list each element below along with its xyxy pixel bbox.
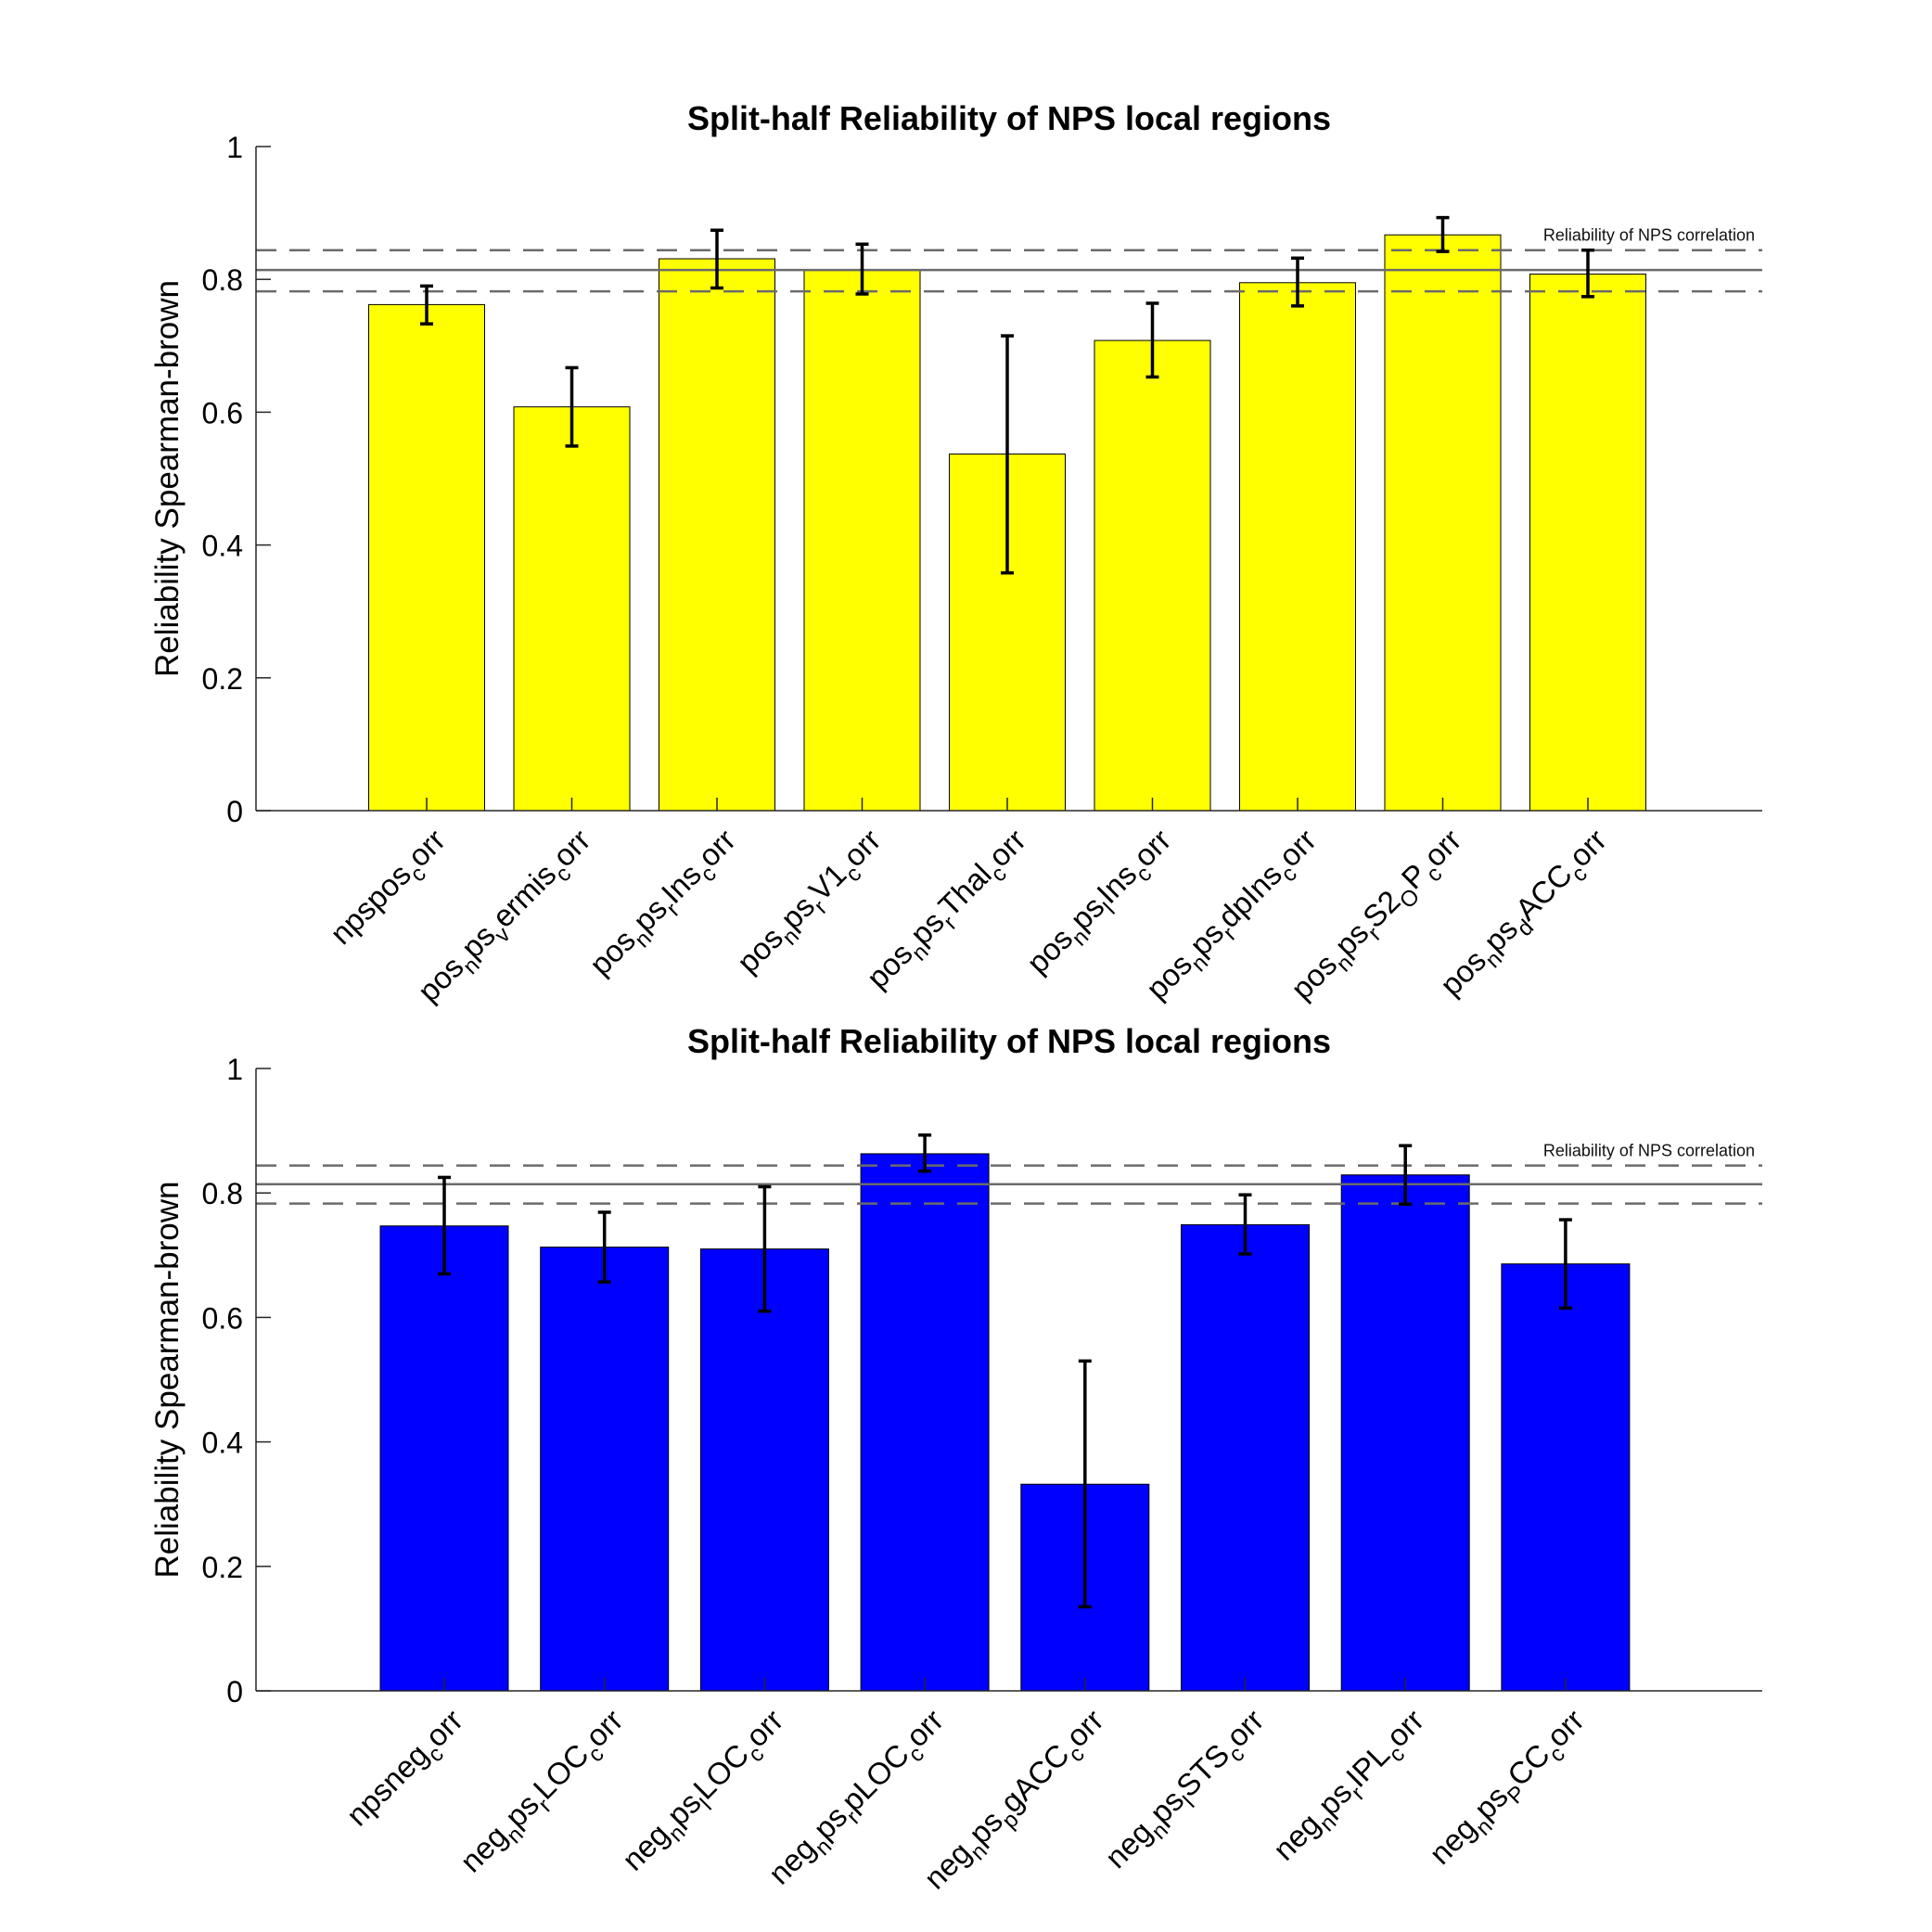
y-tick-label: 1	[226, 1053, 243, 1086]
error-bar	[420, 284, 433, 326]
bar	[1239, 282, 1356, 812]
bar	[513, 406, 631, 812]
category-label: posnpsrV1corr	[730, 823, 892, 985]
y-tick-label: 0.8	[202, 1177, 243, 1210]
error-bar	[1001, 334, 1014, 575]
y-tick-label: 0	[226, 795, 243, 828]
y-tick-label: 0.4	[202, 1427, 243, 1460]
error-bar	[1558, 1218, 1572, 1311]
error-bar	[597, 1210, 611, 1284]
category-label: negnpslLOCcorr	[615, 1703, 795, 1883]
y-tick-label: 0.2	[202, 662, 243, 696]
bar	[803, 269, 921, 812]
y-tick-label: 0	[226, 1675, 243, 1708]
error-bar	[1238, 1193, 1252, 1256]
y-tick-label: 0.4	[202, 530, 243, 563]
category-label: negnpspgACCcorr	[917, 1703, 1116, 1901]
error-bar	[1145, 301, 1159, 379]
bar	[699, 1248, 829, 1692]
category-label: negnpslSTScorr	[1098, 1703, 1275, 1880]
category-label: negnpsrIPLcorr	[1266, 1703, 1436, 1873]
bar	[860, 1153, 990, 1692]
error-bar	[1581, 248, 1594, 299]
y-axis-label: Reliability Spearman-brown	[149, 1182, 186, 1579]
chart-panel-2: Split-half Reliability of NPS local regi…	[149, 1022, 1762, 1901]
y-tick-label: 1	[226, 131, 243, 164]
bar	[1340, 1174, 1470, 1692]
y-tick-label: 0.8	[202, 263, 243, 297]
error-bar	[758, 1184, 772, 1313]
error-bar	[1436, 215, 1450, 253]
y-axis-label: Reliability Spearman-brown	[149, 280, 186, 677]
error-bar	[438, 1175, 451, 1276]
error-bar	[1291, 256, 1304, 308]
chart-title: Split-half Reliability of NPS local regi…	[687, 1022, 1331, 1060]
chart-title: Split-half Reliability of NPS local regi…	[687, 99, 1331, 137]
category-label: negnpsrLOCcorr	[454, 1703, 635, 1885]
error-bar	[855, 242, 869, 296]
chart-panel-1: Split-half Reliability of NPS local regi…	[149, 99, 1762, 1008]
bar	[1384, 234, 1502, 812]
bar	[368, 303, 485, 812]
bar	[1501, 1263, 1631, 1692]
error-bar	[710, 228, 723, 290]
category-label: posnpsrThalcorr	[860, 823, 1038, 1001]
error-bar	[565, 365, 579, 448]
y-tick-label: 0.6	[202, 396, 243, 429]
bar	[540, 1247, 670, 1692]
bar	[379, 1225, 509, 1692]
error-bar	[1399, 1144, 1413, 1207]
bar	[659, 258, 775, 812]
bar	[1094, 339, 1211, 812]
bar	[1529, 273, 1646, 812]
category-label: npsposcorr	[324, 823, 458, 957]
category-label: posnpsrInscorr	[582, 823, 748, 988]
error-bar	[918, 1133, 932, 1173]
bar	[1181, 1223, 1310, 1692]
reference-label: Reliability of NPS correlation	[1543, 1142, 1755, 1160]
category-label: npsnegcorr	[339, 1703, 475, 1838]
category-label: negnpsPCCcorr	[1423, 1703, 1596, 1876]
y-tick-label: 0.2	[202, 1551, 243, 1584]
error-bar	[1078, 1359, 1092, 1609]
reference-label: Reliability of NPS correlation	[1543, 226, 1755, 245]
y-tick-label: 0.6	[202, 1301, 243, 1335]
